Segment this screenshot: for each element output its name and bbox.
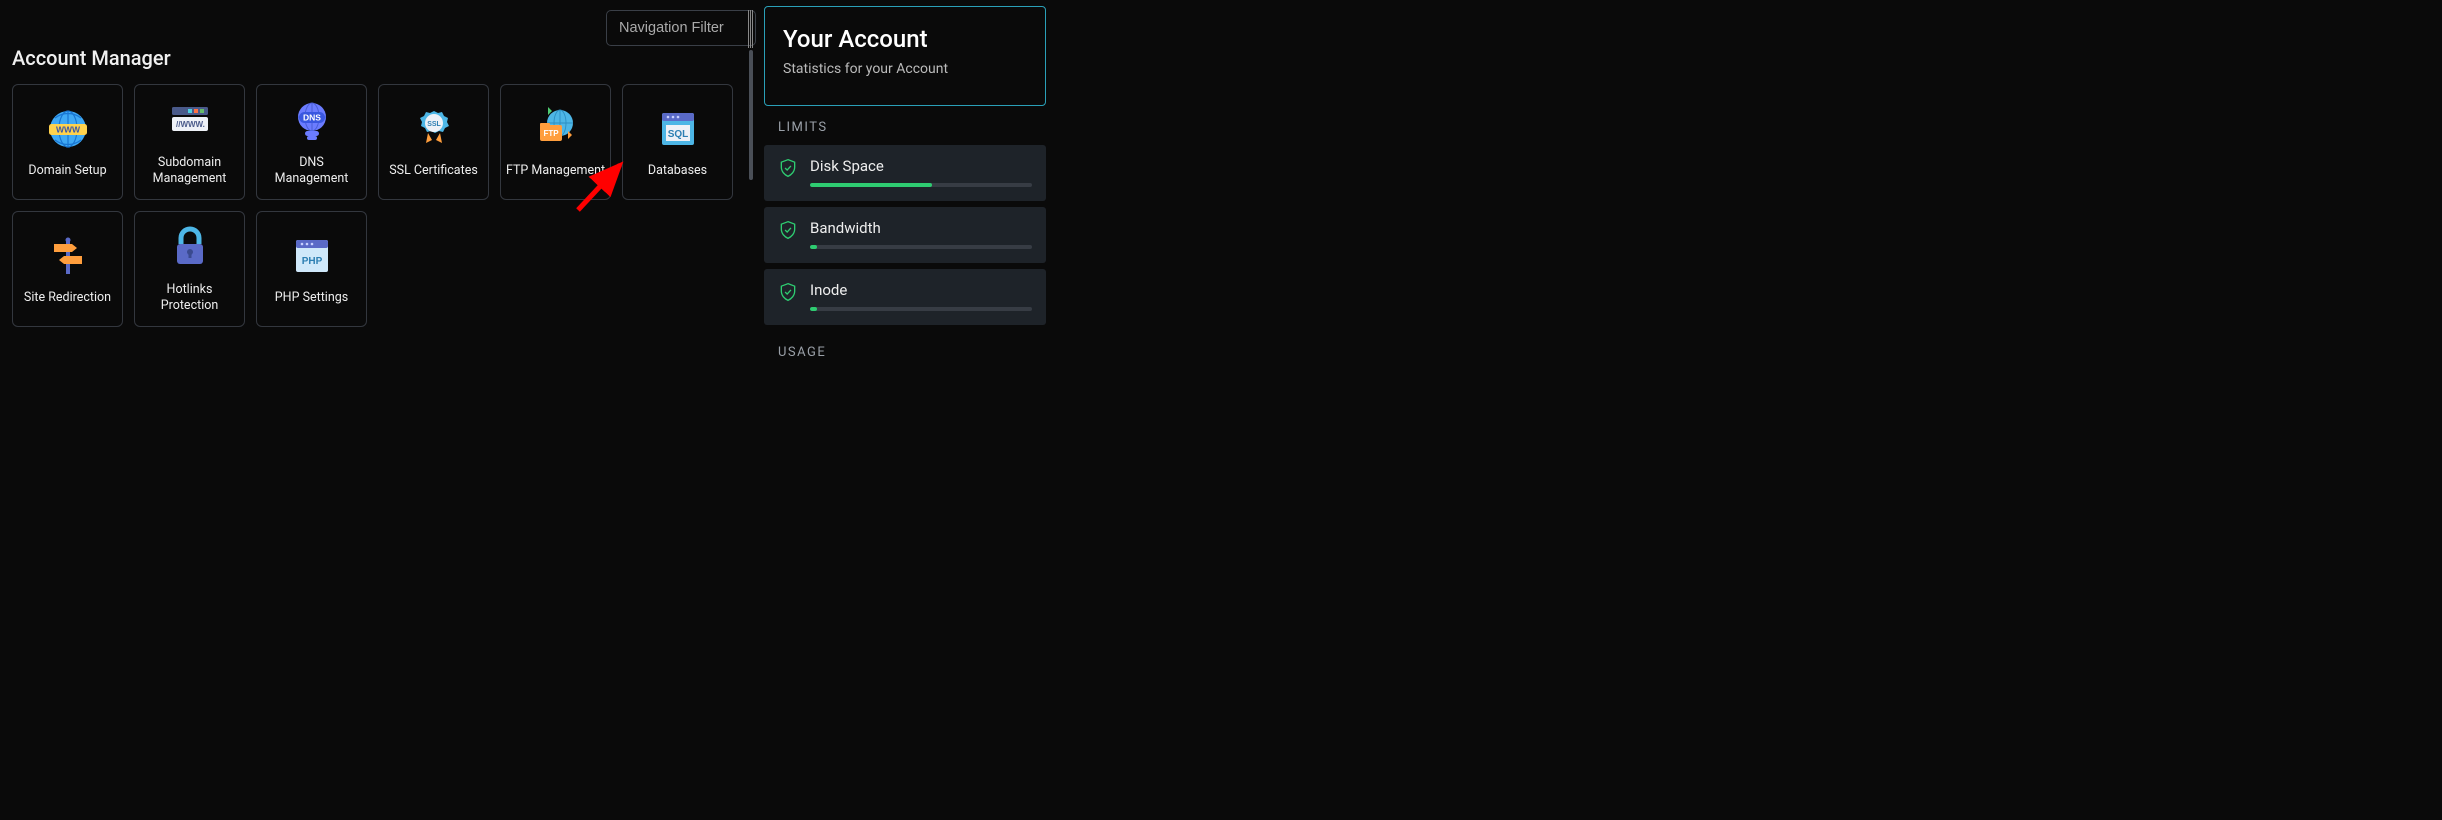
limit-row-bandwidth[interactable]: Bandwidth xyxy=(764,207,1046,263)
main-panel: Account Manager WWW Domain Setup xyxy=(12,0,749,327)
dns-globe-icon: DNS xyxy=(288,97,336,145)
svg-text://WWW.: //WWW. xyxy=(176,120,205,129)
limit-label: Inode xyxy=(810,281,1032,299)
svg-text:WWW: WWW xyxy=(55,125,80,135)
tile-label: DNS Management xyxy=(261,155,362,186)
tile-label: Site Redirection xyxy=(24,290,111,306)
progress-track xyxy=(810,245,1032,249)
svg-text:DNS: DNS xyxy=(303,113,321,123)
tile-php-settings[interactable]: PHP PHP Settings xyxy=(256,211,367,327)
tile-grid: WWW Domain Setup //WWW. Subdomain Manage… xyxy=(12,84,749,327)
tile-ssl-certificates[interactable]: SSL SSL Certificates xyxy=(378,84,489,200)
tile-site-redirection[interactable]: Site Redirection xyxy=(12,211,123,327)
tile-label: PHP Settings xyxy=(275,290,348,306)
navigation-filter-input[interactable] xyxy=(606,10,756,46)
tile-label: Databases xyxy=(648,163,707,179)
progress-fill xyxy=(810,307,817,311)
shield-check-icon xyxy=(778,282,798,302)
tile-label: Domain Setup xyxy=(28,163,106,179)
progress-fill xyxy=(810,183,932,187)
limit-row-disk-space[interactable]: Disk Space xyxy=(764,145,1046,201)
signpost-icon xyxy=(44,232,92,280)
lock-icon xyxy=(166,224,214,272)
globe-www-icon: WWW xyxy=(44,105,92,153)
progress-fill xyxy=(810,245,817,249)
tile-label: Subdomain Management xyxy=(139,155,240,186)
account-box: Your Account Statistics for your Account xyxy=(764,6,1046,106)
tile-label: Hotlinks Protection xyxy=(139,282,240,313)
limit-label: Disk Space xyxy=(810,157,1032,175)
tile-domain-setup[interactable]: WWW Domain Setup xyxy=(12,84,123,200)
tile-ftp-management[interactable]: FTP FTP Management xyxy=(500,84,611,200)
svg-text:SSL: SSL xyxy=(427,121,441,128)
svg-text:PHP: PHP xyxy=(301,256,322,267)
sidebar-panel: Your Account Statistics for your Account… xyxy=(760,0,1050,370)
tile-label: FTP Management xyxy=(506,163,605,179)
tile-databases[interactable]: SQL Databases xyxy=(622,84,733,200)
drag-handle-icon[interactable] xyxy=(748,10,753,48)
shield-check-icon xyxy=(778,220,798,240)
shield-check-icon xyxy=(778,158,798,178)
search-wrap xyxy=(606,10,756,46)
scrollbar-thumb[interactable] xyxy=(749,50,753,180)
tile-hotlinks-protection[interactable]: Hotlinks Protection xyxy=(134,211,245,327)
tile-dns-management[interactable]: DNS DNS Management xyxy=(256,84,367,200)
tile-label: SSL Certificates xyxy=(389,163,478,179)
tile-subdomain-management[interactable]: //WWW. Subdomain Management xyxy=(134,84,245,200)
sql-window-icon: SQL xyxy=(654,105,702,153)
usage-heading: USAGE xyxy=(760,331,1050,370)
php-window-icon: PHP xyxy=(288,232,336,280)
account-title: Your Account xyxy=(783,25,1027,53)
progress-track xyxy=(810,183,1032,187)
limit-label: Bandwidth xyxy=(810,219,1032,237)
browser-bar-icon: //WWW. xyxy=(166,97,214,145)
account-subtitle: Statistics for your Account xyxy=(783,61,1027,77)
limit-row-inode[interactable]: Inode xyxy=(764,269,1046,325)
progress-track xyxy=(810,307,1032,311)
svg-text:SQL: SQL xyxy=(667,129,688,140)
ftp-folder-globe-icon: FTP xyxy=(532,105,580,153)
limits-heading: LIMITS xyxy=(760,106,1050,145)
ssl-badge-icon: SSL xyxy=(410,105,458,153)
section-title: Account Manager xyxy=(12,46,749,70)
svg-text:FTP: FTP xyxy=(543,129,559,138)
